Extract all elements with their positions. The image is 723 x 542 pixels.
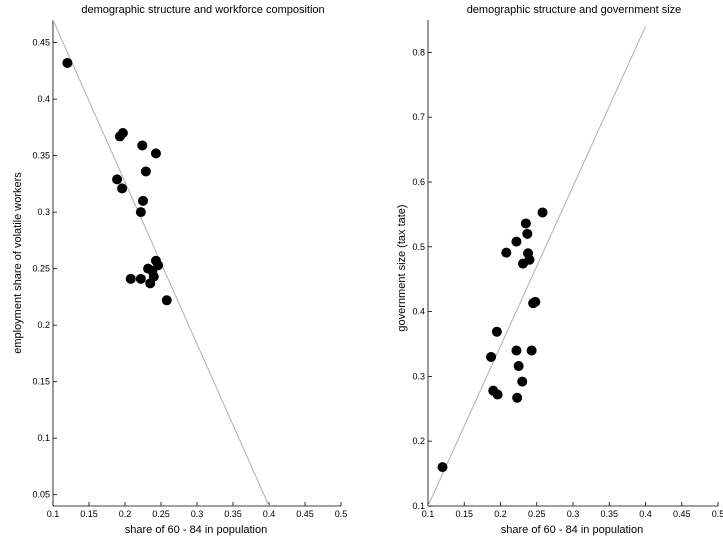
right-y-tick-label: 0.2 <box>412 436 425 446</box>
left-panel: demographic structure and workforce comp… <box>12 4 347 536</box>
right-data-point <box>520 218 531 229</box>
right-y-tick-label: 0.6 <box>412 177 425 187</box>
left-data-point <box>161 295 172 306</box>
right-y-axis-label: government size (tax tate) <box>396 204 408 331</box>
right-x-tick-label: 0.5 <box>712 509 723 519</box>
left-data-point <box>145 278 156 289</box>
left-data-point <box>117 183 128 194</box>
left-data-point <box>137 140 148 151</box>
left-data-point <box>135 273 146 284</box>
left-x-tick-label: 0.15 <box>80 509 98 519</box>
right-data-point <box>517 376 528 387</box>
left-y-tick-label: 0.2 <box>37 320 50 330</box>
left-data-point <box>117 128 128 139</box>
left-chart-title: demographic structure and workforce comp… <box>81 4 324 16</box>
right-y-tick-label: 0.3 <box>412 371 425 381</box>
right-data-point <box>501 247 512 258</box>
right-x-tick-label: 0.2 <box>494 509 507 519</box>
right-x-tick-label: 0.1 <box>422 509 435 519</box>
right-y-tick-label: 0.5 <box>412 242 425 252</box>
right-data-point <box>522 228 533 239</box>
right-data-point <box>511 236 522 247</box>
left-x-axis-label: share of 60 - 84 in population <box>125 524 268 536</box>
right-data-point <box>517 258 528 269</box>
right-data-point <box>486 351 497 362</box>
right-x-tick-label: 0.35 <box>600 509 618 519</box>
left-y-tick-label: 0.35 <box>32 151 50 161</box>
right-fit-line <box>428 26 646 506</box>
left-x-tick-label: 0.3 <box>191 509 204 519</box>
right-data-point <box>511 345 522 356</box>
right-data-point <box>528 298 539 309</box>
right-data-point <box>492 389 503 400</box>
left-data-point <box>62 57 73 68</box>
right-x-tick-label: 0.4 <box>639 509 652 519</box>
right-x-tick-label: 0.45 <box>673 509 691 519</box>
left-x-tick-label: 0.35 <box>224 509 242 519</box>
left-y-axis-label: employment share of volatile workers <box>12 172 24 354</box>
left-data-point <box>138 195 148 206</box>
left-x-tick-label: 0.1 <box>47 509 60 519</box>
right-y-tick-label: 0.8 <box>412 47 425 57</box>
right-x-axis-label: share of 60 - 84 in population <box>501 524 644 536</box>
left-y-tick-label: 0.4 <box>37 94 50 104</box>
left-data-point <box>140 166 151 177</box>
left-y-tick-label: 0.3 <box>37 207 50 217</box>
right-x-tick-label: 0.3 <box>567 509 580 519</box>
right-y-tick-label: 0.1 <box>412 501 425 511</box>
right-data-point <box>491 326 502 337</box>
left-y-tick-label: 0.25 <box>32 264 50 274</box>
left-y-tick-label: 0.05 <box>32 490 50 500</box>
left-y-tick-label: 0.45 <box>32 38 50 48</box>
left-data-point <box>150 148 161 159</box>
right-x-tick-label: 0.15 <box>455 509 473 519</box>
left-data-point <box>125 273 136 284</box>
right-y-tick-label: 0.7 <box>412 112 425 122</box>
right-chart-title: demographic structure and government siz… <box>467 4 682 16</box>
left-y-tick-label: 0.15 <box>32 377 50 387</box>
left-data-point <box>112 174 123 185</box>
right-data-point <box>537 207 548 218</box>
right-data-point <box>513 361 524 372</box>
right-data-point <box>512 392 523 403</box>
right-data-point <box>437 462 448 473</box>
left-data-point <box>135 207 146 218</box>
left-x-tick-label: 0.45 <box>296 509 314 519</box>
left-y-tick-label: 0.1 <box>37 433 50 443</box>
right-y-tick-label: 0.4 <box>412 307 425 317</box>
right-x-tick-label: 0.25 <box>528 509 546 519</box>
left-x-tick-label: 0.5 <box>335 509 348 519</box>
left-x-tick-label: 0.25 <box>152 509 170 519</box>
right-data-point <box>526 345 537 356</box>
left-x-tick-label: 0.4 <box>263 509 276 519</box>
right-panel: demographic structure and government siz… <box>396 4 723 536</box>
left-x-tick-label: 0.2 <box>119 509 132 519</box>
